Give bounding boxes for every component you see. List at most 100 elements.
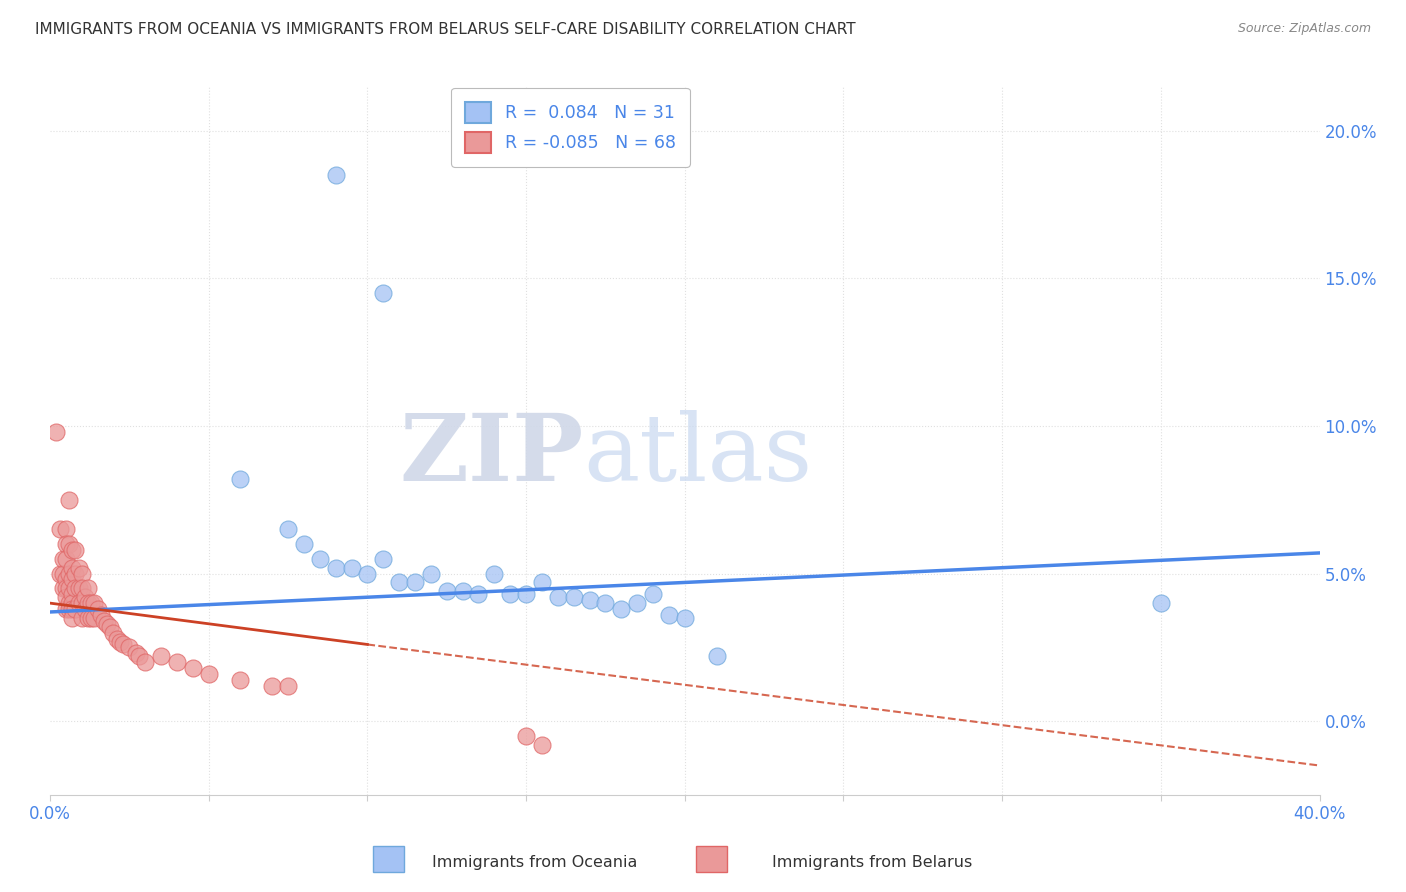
Point: [65, 582, 87, 596]
Point: [45, 425, 67, 439]
Point: [73, 602, 96, 616]
Point: [419, 566, 441, 581]
Point: [229, 472, 252, 486]
Text: atlas: atlas: [583, 410, 813, 500]
Text: IMMIGRANTS FROM OCEANIA VS IMMIGRANTS FROM BELARUS SELF-CARE DISABILITY CORRELAT: IMMIGRANTS FROM OCEANIA VS IMMIGRANTS FR…: [35, 22, 856, 37]
Point: [70, 596, 93, 610]
Point: [181, 661, 204, 675]
Point: [197, 667, 219, 681]
Point: [55, 551, 77, 566]
Point: [96, 616, 118, 631]
Point: [706, 649, 728, 664]
Point: [610, 602, 633, 616]
Point: [65, 543, 87, 558]
Point: [60, 543, 83, 558]
Point: [388, 575, 411, 590]
Point: [118, 640, 141, 655]
Point: [547, 591, 569, 605]
Point: [277, 522, 299, 536]
Point: [58, 566, 80, 581]
Point: [55, 573, 77, 587]
Point: [340, 560, 363, 574]
Point: [70, 611, 93, 625]
Point: [83, 611, 105, 625]
Point: [55, 591, 77, 605]
Point: [65, 566, 87, 581]
Point: [65, 602, 87, 616]
Point: [52, 551, 75, 566]
Point: [484, 566, 506, 581]
Point: [52, 582, 75, 596]
Point: [626, 596, 648, 610]
Bar: [696, 846, 727, 872]
Text: Immigrants from Oceania: Immigrants from Oceania: [432, 855, 637, 870]
Point: [60, 573, 83, 587]
Text: Source: ZipAtlas.com: Source: ZipAtlas.com: [1237, 22, 1371, 36]
Point: [128, 649, 150, 664]
Point: [673, 611, 696, 625]
Point: [58, 596, 80, 610]
Point: [58, 537, 80, 551]
Point: [93, 614, 115, 628]
Point: [229, 673, 252, 687]
Point: [515, 587, 537, 601]
Point: [67, 582, 90, 596]
Point: [356, 566, 378, 581]
Point: [125, 646, 148, 660]
Point: [52, 566, 75, 581]
Point: [48, 566, 70, 581]
Point: [595, 596, 617, 610]
Point: [451, 584, 474, 599]
Point: [658, 607, 681, 622]
Point: [80, 596, 103, 610]
Point: [166, 655, 188, 669]
Point: [262, 679, 284, 693]
Point: [60, 560, 83, 574]
Point: [308, 551, 330, 566]
Point: [77, 582, 100, 596]
Text: Immigrants from Belarus: Immigrants from Belarus: [772, 855, 972, 870]
Point: [90, 607, 112, 622]
Text: ZIP: ZIP: [399, 410, 583, 500]
Point: [55, 582, 77, 596]
Point: [77, 611, 100, 625]
Point: [67, 596, 90, 610]
Point: [515, 729, 537, 743]
Point: [55, 522, 77, 536]
Point: [58, 492, 80, 507]
Point: [60, 611, 83, 625]
Point: [80, 611, 103, 625]
Point: [55, 602, 77, 616]
Point: [86, 602, 108, 616]
Point: [641, 587, 664, 601]
Point: [436, 584, 458, 599]
Point: [73, 591, 96, 605]
Point: [70, 582, 93, 596]
Point: [530, 738, 553, 752]
Point: [277, 679, 299, 693]
Point: [105, 632, 128, 646]
Point: [108, 634, 131, 648]
Point: [111, 637, 134, 651]
Point: [83, 596, 105, 610]
Point: [530, 575, 553, 590]
Point: [467, 587, 489, 601]
Point: [55, 537, 77, 551]
Point: [325, 168, 347, 182]
Point: [578, 593, 600, 607]
Point: [70, 566, 93, 581]
Point: [48, 522, 70, 536]
Bar: [373, 846, 404, 872]
Point: [60, 596, 83, 610]
Point: [150, 649, 173, 664]
Point: [60, 587, 83, 601]
Point: [373, 551, 395, 566]
Point: [499, 587, 522, 601]
Point: [58, 602, 80, 616]
Point: [67, 560, 90, 574]
Point: [292, 537, 315, 551]
Point: [1150, 596, 1173, 610]
Point: [325, 560, 347, 574]
Point: [134, 655, 156, 669]
Point: [77, 596, 100, 610]
